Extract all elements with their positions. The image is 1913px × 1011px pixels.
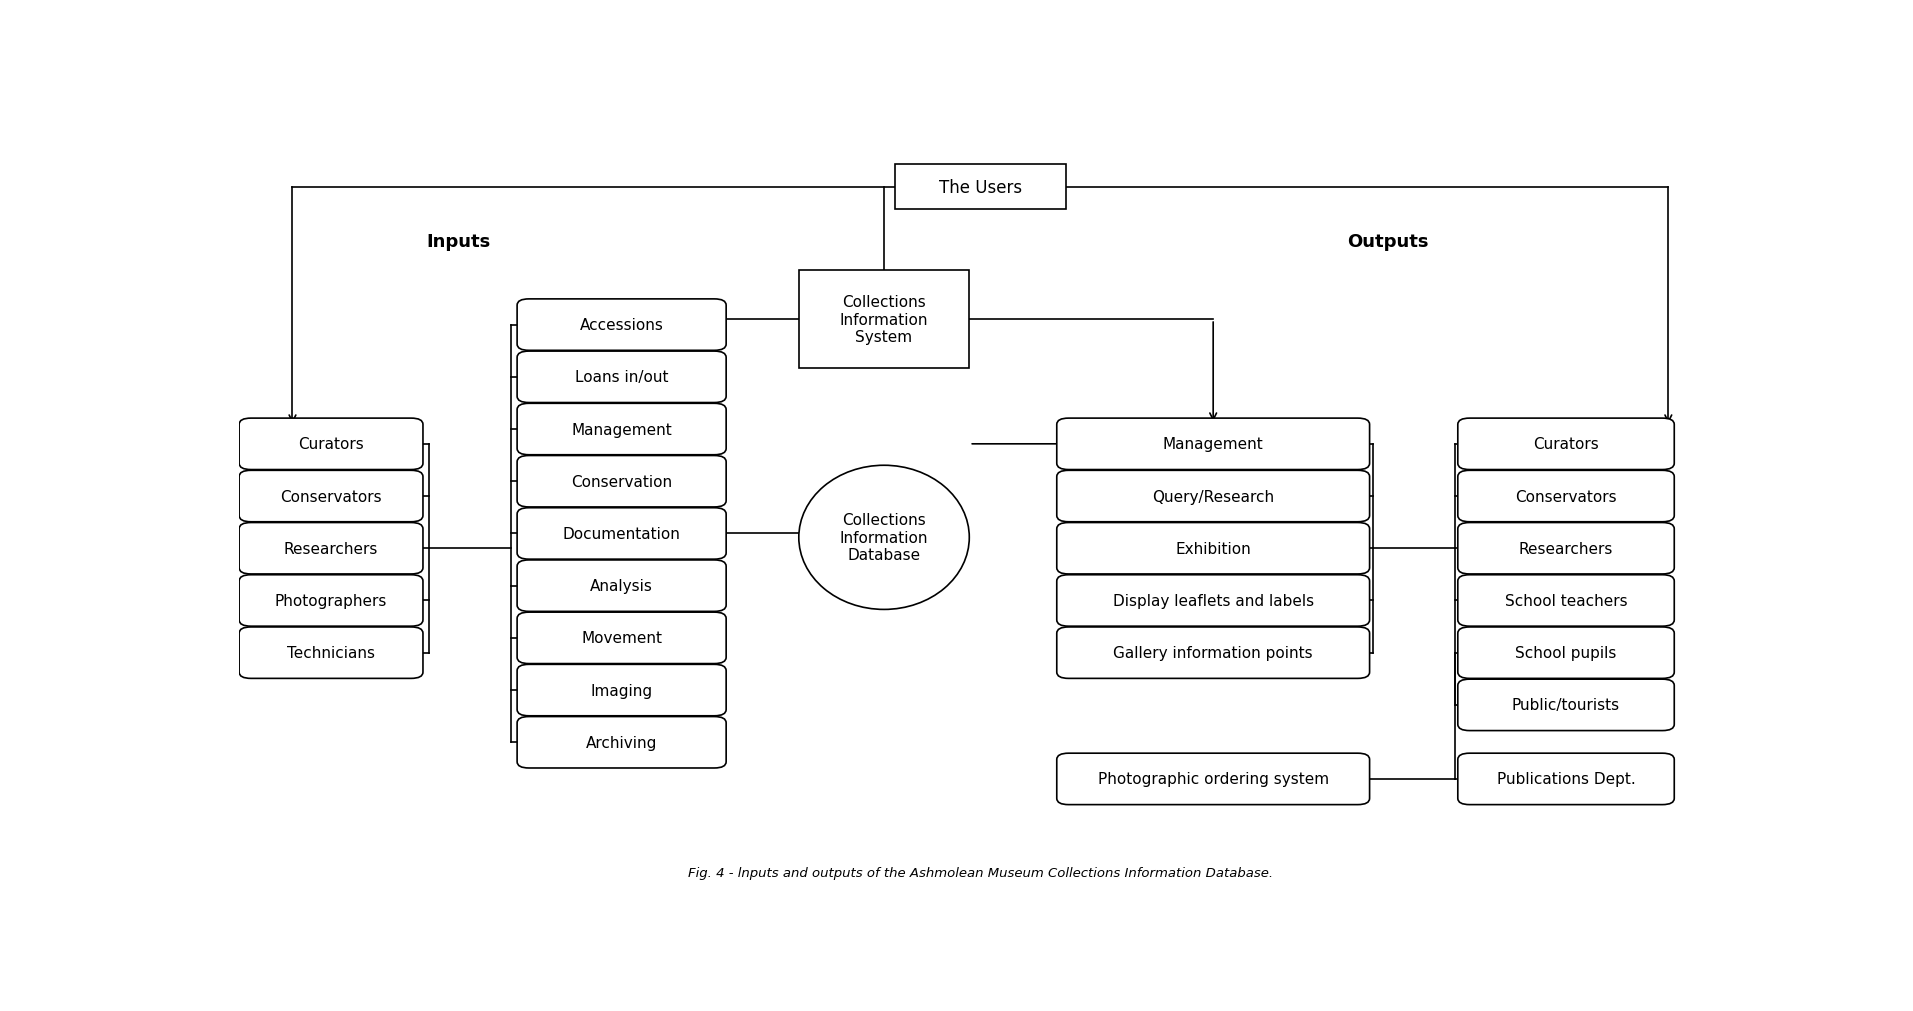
Text: Management: Management <box>572 423 671 437</box>
Text: Curators: Curators <box>1532 437 1599 452</box>
Text: Display leaflets and labels: Display leaflets and labels <box>1113 593 1314 609</box>
Text: Researchers: Researchers <box>283 541 379 556</box>
FancyBboxPatch shape <box>1458 575 1674 627</box>
FancyBboxPatch shape <box>517 613 727 664</box>
Text: Analysis: Analysis <box>591 578 652 593</box>
Text: Query/Research: Query/Research <box>1152 489 1274 504</box>
FancyBboxPatch shape <box>517 404 727 455</box>
Ellipse shape <box>800 466 970 610</box>
Text: Collections
Information
Database: Collections Information Database <box>840 513 928 563</box>
FancyBboxPatch shape <box>1458 627 1674 678</box>
Text: Gallery information points: Gallery information points <box>1113 645 1312 660</box>
Text: Photographic ordering system: Photographic ordering system <box>1098 771 1330 787</box>
Text: Publications Dept.: Publications Dept. <box>1496 771 1636 787</box>
FancyBboxPatch shape <box>1458 471 1674 523</box>
FancyBboxPatch shape <box>517 352 727 403</box>
FancyBboxPatch shape <box>1056 419 1370 470</box>
FancyBboxPatch shape <box>1056 753 1370 805</box>
FancyBboxPatch shape <box>239 575 423 627</box>
Text: School pupils: School pupils <box>1515 645 1616 660</box>
Text: Researchers: Researchers <box>1519 541 1613 556</box>
FancyBboxPatch shape <box>1458 419 1674 470</box>
Text: Public/tourists: Public/tourists <box>1511 698 1620 713</box>
Text: Technicians: Technicians <box>287 645 375 660</box>
FancyBboxPatch shape <box>517 299 727 351</box>
FancyBboxPatch shape <box>517 664 727 716</box>
Text: Loans in/out: Loans in/out <box>576 370 668 385</box>
FancyBboxPatch shape <box>1458 679 1674 731</box>
FancyBboxPatch shape <box>1056 627 1370 678</box>
Text: Management: Management <box>1163 437 1264 452</box>
Text: Imaging: Imaging <box>591 682 652 698</box>
Text: Conservators: Conservators <box>279 489 383 504</box>
Text: Conservators: Conservators <box>1515 489 1616 504</box>
Text: Exhibition: Exhibition <box>1175 541 1251 556</box>
FancyBboxPatch shape <box>239 419 423 470</box>
Text: Documentation: Documentation <box>562 527 681 542</box>
FancyBboxPatch shape <box>239 471 423 523</box>
Text: Collections
Information
System: Collections Information System <box>840 295 928 345</box>
FancyBboxPatch shape <box>1056 471 1370 523</box>
FancyBboxPatch shape <box>800 271 970 368</box>
FancyBboxPatch shape <box>517 456 727 508</box>
Text: Outputs: Outputs <box>1347 233 1429 251</box>
FancyBboxPatch shape <box>517 560 727 612</box>
Text: Conservation: Conservation <box>572 474 671 489</box>
Text: The Users: The Users <box>939 179 1022 196</box>
Text: Accessions: Accessions <box>580 317 664 333</box>
FancyBboxPatch shape <box>517 509 727 560</box>
Text: Curators: Curators <box>298 437 363 452</box>
Text: Inputs: Inputs <box>427 233 490 251</box>
FancyBboxPatch shape <box>517 717 727 768</box>
Text: Photographers: Photographers <box>275 593 386 609</box>
Text: Archiving: Archiving <box>585 735 658 750</box>
FancyBboxPatch shape <box>1056 575 1370 627</box>
FancyBboxPatch shape <box>239 523 423 574</box>
Text: Movement: Movement <box>582 631 662 646</box>
FancyBboxPatch shape <box>239 627 423 678</box>
FancyBboxPatch shape <box>1458 523 1674 574</box>
FancyBboxPatch shape <box>1056 523 1370 574</box>
Text: Fig. 4 - lnputs and outputs of the Ashmolean Museum Collections Information Data: Fig. 4 - lnputs and outputs of the Ashmo… <box>689 866 1272 879</box>
Text: School teachers: School teachers <box>1506 593 1628 609</box>
FancyBboxPatch shape <box>1458 753 1674 805</box>
FancyBboxPatch shape <box>895 165 1066 210</box>
